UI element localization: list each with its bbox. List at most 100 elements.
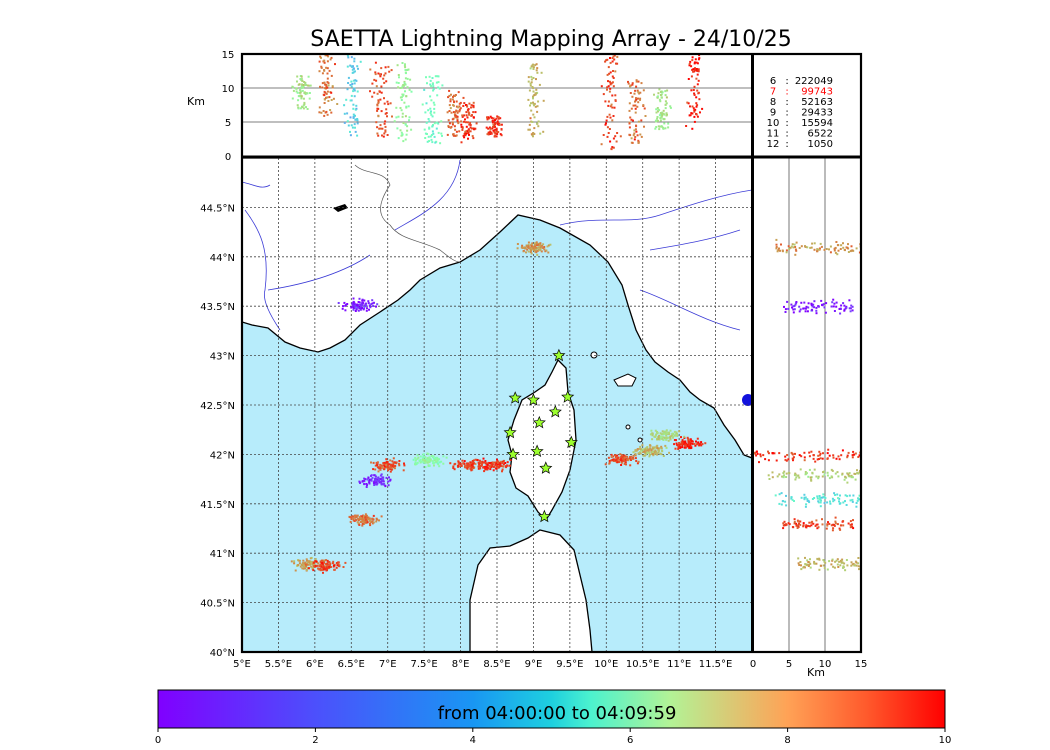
lightning-source: [501, 470, 503, 473]
lightning-source: [392, 457, 395, 460]
lightning-source: [675, 431, 678, 434]
altitude-source: [634, 104, 637, 107]
lightning-source: [337, 561, 340, 564]
side-source: [764, 458, 767, 461]
altitude-source: [530, 75, 533, 78]
altitude-source: [356, 65, 359, 68]
altitude-source: [528, 128, 531, 131]
side-source: [850, 304, 853, 307]
lightning-source: [366, 307, 368, 310]
side-source: [782, 476, 785, 479]
islet: [590, 351, 598, 359]
side-source: [838, 458, 841, 461]
altitude-source: [296, 91, 299, 94]
side-source: [795, 476, 798, 479]
lightning-source: [630, 457, 633, 460]
altitude-source: [693, 115, 696, 118]
lightning-source: [384, 466, 387, 469]
lightning-source: [385, 476, 388, 479]
side-source: [756, 452, 759, 455]
altitude-source: [306, 108, 309, 110]
side-source: [823, 306, 826, 309]
lightning-source: [508, 464, 511, 467]
side-source: [846, 472, 849, 475]
station-star-icon: [548, 404, 562, 418]
station-star-icon: [503, 425, 517, 439]
side-source: [839, 528, 842, 531]
altitude-source: [453, 125, 456, 128]
altitude-source: [491, 119, 494, 122]
altitude-column: [343, 54, 362, 137]
lightning-source: [352, 519, 355, 522]
lightning-source: [372, 461, 375, 464]
lightning-source: [655, 451, 657, 454]
altitude-source: [694, 108, 697, 111]
lightning-source: [499, 462, 502, 465]
altitude-source: [631, 141, 634, 144]
altitude-source: [385, 80, 388, 83]
side-source: [815, 523, 818, 526]
side-source: [832, 527, 835, 530]
altitude-source: [388, 70, 391, 73]
altitude-source: [697, 79, 700, 82]
side-source: [783, 520, 786, 523]
lightning-source: [326, 562, 329, 565]
lightning-source: [649, 444, 652, 447]
lightning-source: [489, 464, 492, 467]
side-source: [855, 502, 858, 504]
altitude-source: [653, 93, 655, 96]
side-source: [807, 306, 810, 309]
side-source: [855, 247, 858, 250]
lightning-source: [363, 483, 366, 486]
lightning-source: [484, 460, 487, 462]
altitude-source: [664, 107, 667, 110]
side-source: [812, 454, 815, 457]
lightning-source: [645, 446, 648, 449]
altitude-source: [402, 84, 405, 86]
lightning-source: [363, 299, 366, 302]
altitude-source: [688, 114, 691, 117]
lightning-source: [526, 245, 529, 248]
altitude-source: [387, 65, 390, 68]
lightning-source: [683, 435, 686, 438]
side-source: [785, 472, 788, 475]
altitude-source: [470, 127, 473, 130]
side-source: [813, 468, 816, 471]
side-source: [837, 566, 840, 568]
altitude-source: [693, 94, 696, 96]
altitude-source: [466, 116, 469, 119]
lightning-source: [486, 462, 489, 465]
altitude-source: [461, 115, 464, 118]
altitude-source: [355, 104, 358, 107]
altitude-source: [352, 116, 355, 119]
altitude-source: [452, 104, 455, 107]
lightning-source: [321, 564, 324, 567]
altitude-source: [527, 80, 530, 83]
lightning-source: [337, 562, 340, 565]
lightning-source: [304, 567, 307, 570]
lightning-source: [657, 451, 660, 454]
station-count-sep: :: [785, 139, 788, 150]
altitude-source: [644, 115, 647, 117]
lightning-source: [642, 454, 645, 457]
altitude-source: [635, 97, 637, 100]
side-source: [825, 527, 828, 530]
lightning-source: [630, 455, 633, 458]
altitude-source: [666, 89, 669, 92]
side-source: [853, 472, 856, 475]
side-source: [843, 478, 846, 481]
lightning-source: [360, 304, 363, 307]
lightning-source: [472, 462, 475, 465]
side-source: [826, 452, 829, 455]
side-source: [850, 474, 853, 477]
lightning-source: [496, 464, 498, 467]
altitude-source: [407, 68, 410, 71]
side-source: [767, 474, 770, 477]
lightning-source: [440, 460, 443, 463]
side-source: [857, 565, 860, 568]
altitude-source: [656, 107, 659, 109]
map-y-tick-label: 44.5°N: [200, 203, 235, 214]
side-source: [780, 243, 782, 246]
altitude-source: [689, 60, 692, 63]
lightning-source: [363, 515, 366, 518]
